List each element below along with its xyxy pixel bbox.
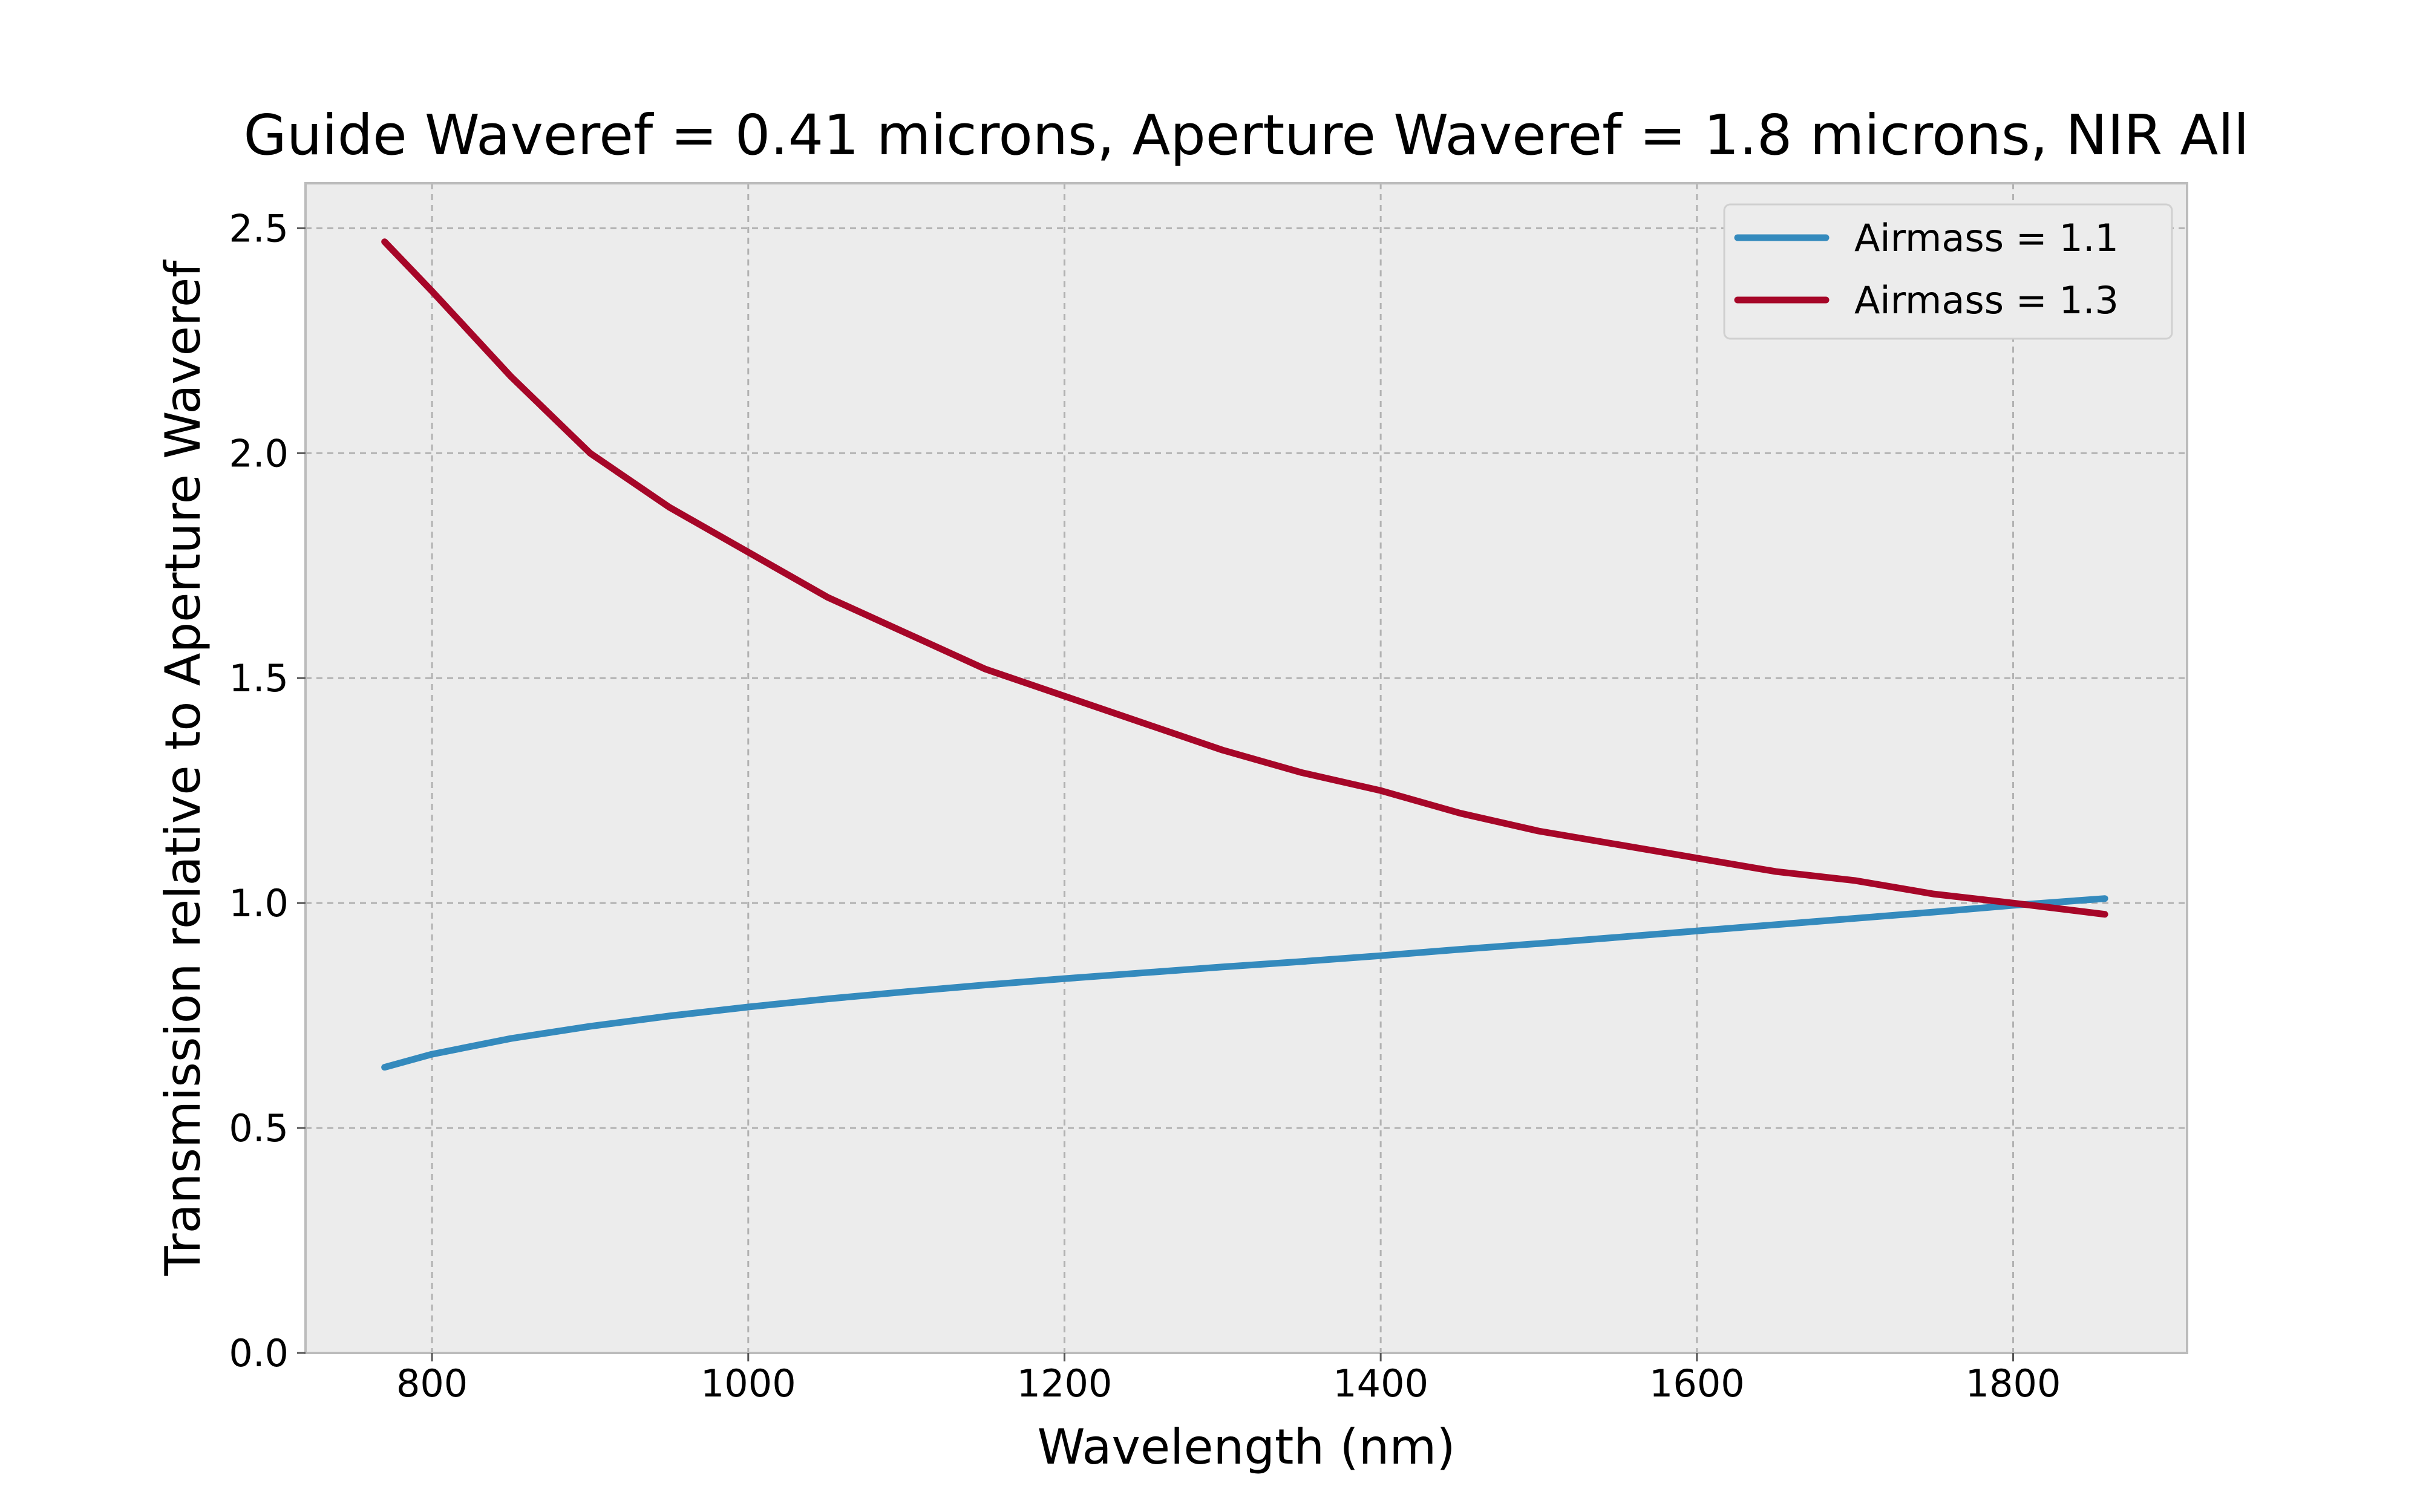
legend-box: [1723, 203, 2173, 340]
tick-layer: 800 1000 1200 1400 1600 1800 0.0 0.5 1.0 1.5 2.0 2.…: [229, 206, 2061, 1406]
x-tick-label-1: 1000: [701, 1361, 796, 1406]
y-tick-label-3: 1.5: [229, 656, 289, 700]
x-tick-label-5: 1800: [1966, 1361, 2061, 1406]
y-tick-label-0: 0.0: [229, 1331, 289, 1375]
x-tick-label-3: 1400: [1333, 1361, 1428, 1406]
plot-area-background: [306, 183, 2187, 1353]
legend: Airmass = 1.1 Airmass = 1.3: [1723, 203, 2173, 340]
y-tick-label-1: 0.5: [229, 1106, 289, 1150]
y-tick-label-2: 1.0: [229, 881, 289, 925]
x-tick-label-0: 800: [396, 1361, 468, 1406]
plot-area-frame: [304, 182, 2188, 1354]
y-tick-label-4: 2.0: [229, 431, 289, 475]
x-axis-label: Wavelength (nm): [1037, 1419, 1455, 1475]
series-line-1: [381, 238, 2108, 918]
y-tick-label-5: 2.5: [229, 206, 289, 250]
x-tick-label-2: 1200: [1017, 1361, 1113, 1406]
chart-title: Guide Waveref = 0.41 microns, Aperture W…: [244, 103, 2249, 168]
x-tick-label-4: 1600: [1649, 1361, 1745, 1406]
series-line-0: [381, 895, 2108, 1071]
legend-label-1: Airmass = 1.3: [1854, 278, 2119, 322]
series-layer: [381, 238, 2108, 1071]
y-axis-label: Transmission relative to Aperture Wavere…: [155, 259, 211, 1277]
legend-label-0: Airmass = 1.1: [1854, 216, 2119, 260]
